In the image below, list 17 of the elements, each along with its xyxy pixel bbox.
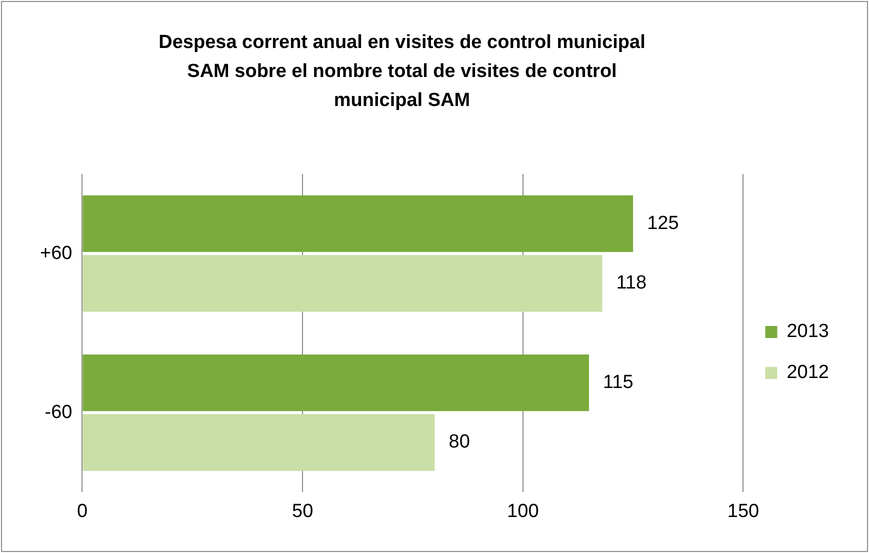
legend-label: 2012 — [786, 362, 830, 384]
legend-label: 2013 — [786, 321, 830, 342]
x-tick-label: 100 — [507, 500, 539, 522]
data-label: 115 — [603, 372, 634, 394]
y-tick-label: +60 — [40, 242, 72, 264]
x-tick-label: 50 — [292, 500, 314, 522]
bar — [82, 195, 634, 252]
bar — [82, 414, 435, 471]
bar — [82, 255, 602, 312]
data-label: 125 — [647, 212, 679, 234]
y-tick-label: -60 — [44, 402, 72, 423]
x-tick-label: 0 — [76, 500, 88, 522]
data-label: 118 — [616, 272, 647, 294]
bar — [82, 354, 589, 412]
x-tick-label: 150 — [727, 500, 760, 522]
chart-title: Despesa corrent anual en visites de control municipal SAM sobre el nombre total de visites de control municipal SAM — [158, 31, 646, 113]
data-label: 80 — [448, 432, 470, 453]
